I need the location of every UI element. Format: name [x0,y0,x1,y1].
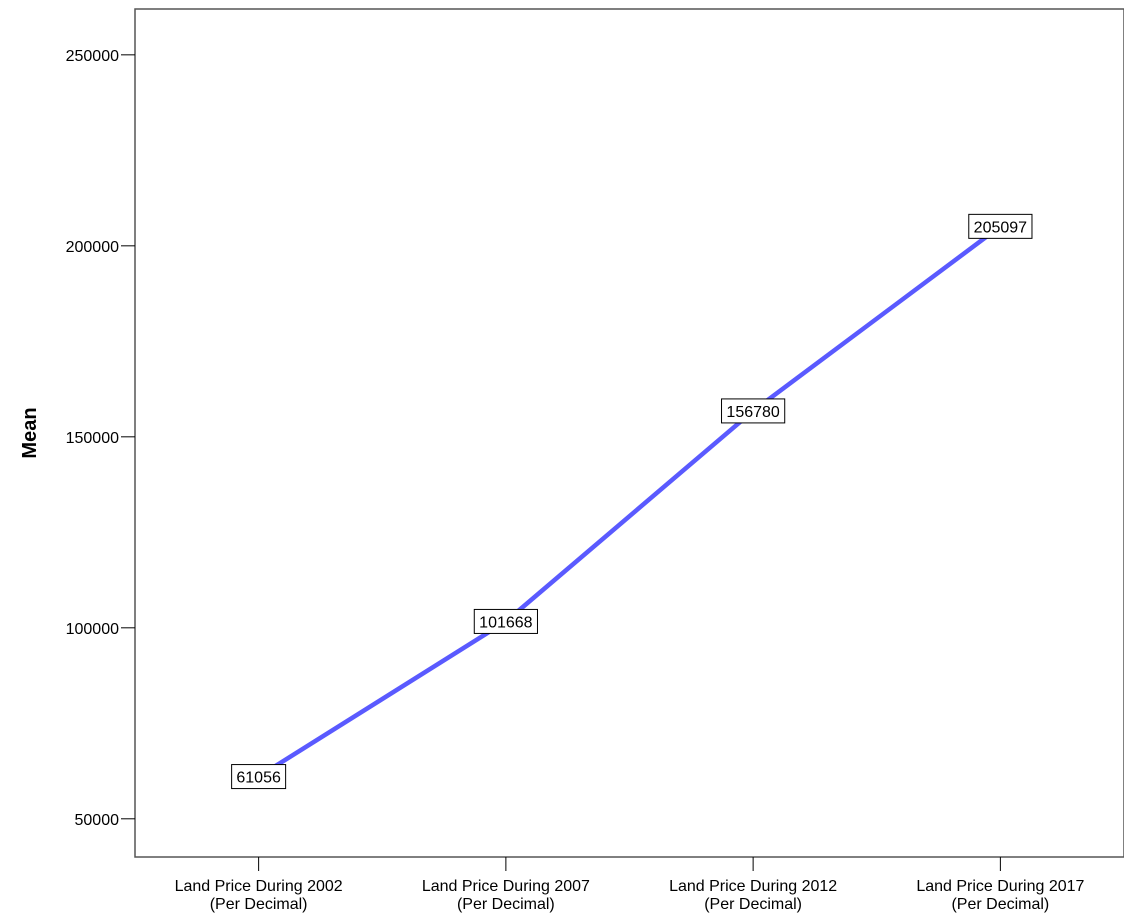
y-tick-label: 150000 [66,430,119,447]
plot-frame [134,8,1124,858]
x-tick-label-line: Land Price During 2017 [916,878,1084,895]
data-labels: 61056 101668 156780 205097 [231,213,1033,790]
x-tick-label: Land Price During 2017 (Per Decimal) [916,878,1084,913]
data-label: 101668 [473,608,538,634]
x-tick-label-line: Land Price During 2007 [422,878,590,895]
data-label-text: 156780 [726,404,779,421]
y-tick-label: 50000 [75,812,120,829]
y-tick-label: 200000 [66,239,119,256]
x-tick-label-line: (Per Decimal) [457,896,555,913]
data-label-text: 101668 [479,614,532,631]
x-tick-label: Land Price During 2002 (Per Decimal) [175,878,343,913]
data-label-box [473,608,538,634]
data-label-text: 205097 [974,219,1027,236]
data-label-box [968,213,1033,239]
series-layer [256,224,1003,779]
data-label: 205097 [968,213,1033,239]
x-tick-label-line: (Per Decimal) [210,896,308,913]
data-label: 61056 [231,764,287,790]
x-axis: Land Price During 2002 (Per Decimal)Land … [175,857,1085,913]
x-tick-label-line: (Per Decimal) [951,896,1049,913]
y-axis-title: Mean [19,407,41,458]
x-tick-label: Land Price During 2012 (Per Decimal) [669,878,837,913]
x-tick-label-line: (Per Decimal) [704,896,802,913]
data-label-box [231,764,287,790]
x-tick-label-line: Land Price During 2012 [669,878,837,895]
series-line [256,224,1003,779]
data-label-text: 61056 [236,770,281,787]
y-axis: 50000 100000 150000 200000 250000 [66,48,135,829]
x-tick-label: Land Price During 2007 (Per Decimal) [422,878,590,913]
y-tick-label: 250000 [66,48,119,65]
data-label: 156780 [721,398,786,424]
data-label-box [721,398,786,424]
x-tick-label-line: Land Price During 2002 [175,878,343,895]
y-tick-label: 100000 [66,621,119,638]
